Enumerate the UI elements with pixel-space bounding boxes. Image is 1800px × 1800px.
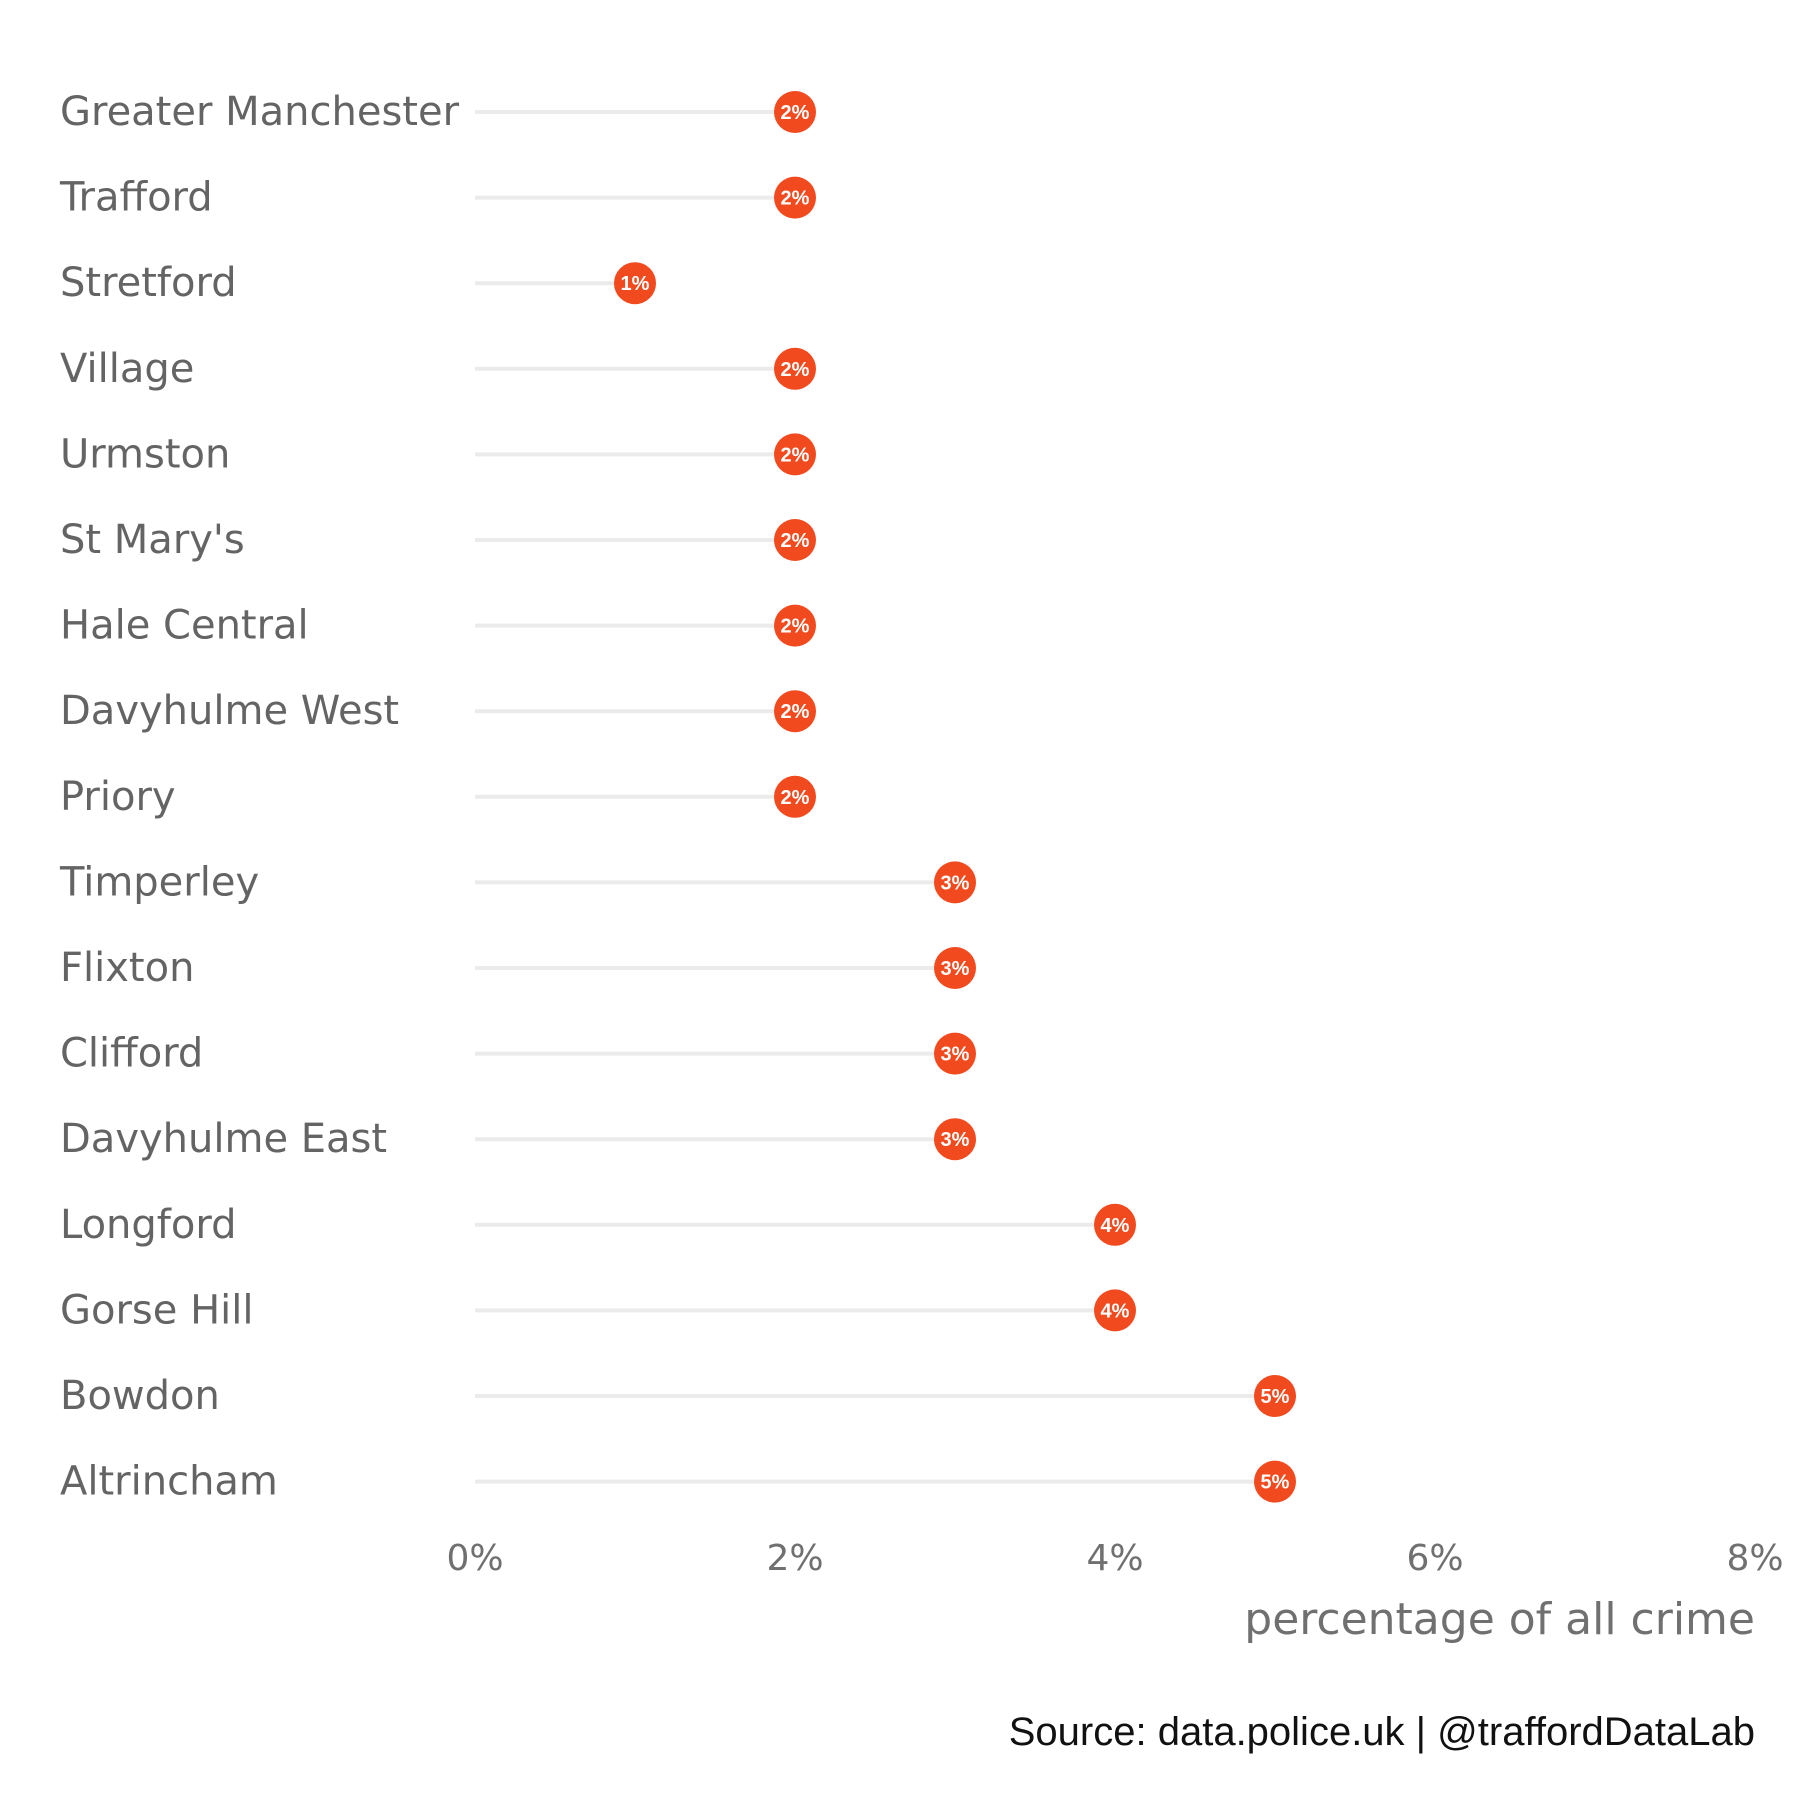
category-label: Altrincham [60,1459,278,1505]
chart-row: Davyhulme East 3% [60,1116,976,1162]
lollipop-point [774,604,816,647]
category-label: Timperley [59,859,259,905]
chart-row: Stretford 1% [60,260,656,306]
lollipop-point [934,1118,976,1161]
chart-row: Village 2% [60,346,816,392]
data-label: 2% [781,787,810,809]
x-tick-label: 4% [1086,1538,1143,1579]
chart-row: Clifford 3% [60,1031,976,1077]
lollipop-point [774,433,816,476]
category-label: Davyhulme East [60,1116,387,1162]
chart-row: Timperley 3% [59,859,976,905]
lollipop-point [1094,1289,1136,1332]
data-label: 2% [781,188,810,210]
data-label: 2% [781,701,810,723]
lollipop-point [934,1032,976,1075]
chart-row: Flixton 3% [60,945,976,991]
lollipop-point [1094,1203,1136,1246]
lollipop-point [934,861,976,904]
data-label: 3% [941,958,970,980]
lollipop-point [774,690,816,733]
category-label: Stretford [60,260,237,306]
data-label: 5% [1261,1472,1290,1494]
x-tick-label: 8% [1726,1538,1783,1579]
chart-row: Greater Manchester 2% [60,89,816,135]
lollipop-point [774,91,816,133]
category-label: Davyhulme West [60,688,399,734]
lollipop-point [774,519,816,561]
data-label: 5% [1261,1386,1290,1408]
x-tick-label: 2% [766,1538,823,1579]
lollipop-point [934,947,976,989]
category-label: St Mary's [60,517,245,563]
category-label: Priory [60,774,176,820]
lollipop-point [774,347,816,390]
data-label: 2% [781,444,810,466]
category-label: Trafford [59,175,213,221]
data-label: 2% [781,530,810,552]
category-label: Village [60,346,194,392]
data-label: 3% [941,1129,970,1151]
category-label: Flixton [60,945,194,991]
category-label: Hale Central [60,603,309,649]
data-label: 3% [941,1044,970,1066]
category-label: Urmston [60,431,230,477]
chart-row: Altrincham 5% [60,1459,1296,1505]
category-label: Bowdon [60,1373,220,1419]
data-label: 3% [941,872,970,894]
x-tick-label: 6% [1406,1538,1463,1579]
data-label: 2% [781,616,810,638]
category-label: Longford [60,1202,236,1248]
category-label: Greater Manchester [60,89,460,135]
x-axis-title: percentage of all crime [1244,1594,1755,1645]
lollipop-point [774,176,816,219]
data-label: 2% [781,359,810,381]
lollipop-point [614,262,656,305]
chart-row: Trafford 2% [59,175,816,221]
category-label: Gorse Hill [60,1287,254,1333]
chart-row: Urmston 2% [60,431,816,477]
x-axis: 0% 2% 4% 6% 8% [446,1538,1783,1579]
chart-row: St Mary's 2% [60,517,816,563]
chart-row: Bowdon 5% [60,1373,1296,1419]
x-tick-label: 0% [446,1538,503,1579]
lollipop-point [774,775,816,818]
category-label: Clifford [60,1031,203,1077]
data-label: 1% [621,273,650,295]
chart-rows: Greater Manchester 2% Trafford 2% Stretford 1… [59,89,1296,1505]
chart-row: Davyhulme West 2% [60,688,816,734]
chart-row: Longford 4% [60,1202,1136,1248]
data-label: 4% [1101,1215,1130,1237]
data-label: 2% [781,102,810,124]
data-label: 4% [1101,1300,1130,1322]
chart-row: Gorse Hill 4% [60,1287,1136,1333]
chart-row: Priory 2% [60,774,816,820]
lollipop-point [1254,1375,1296,1417]
lollipop-point [1254,1460,1296,1503]
chart-row: Hale Central 2% [60,603,816,649]
chart-caption: Source: data.police.uk | @traffordDataLa… [1009,1710,1755,1754]
